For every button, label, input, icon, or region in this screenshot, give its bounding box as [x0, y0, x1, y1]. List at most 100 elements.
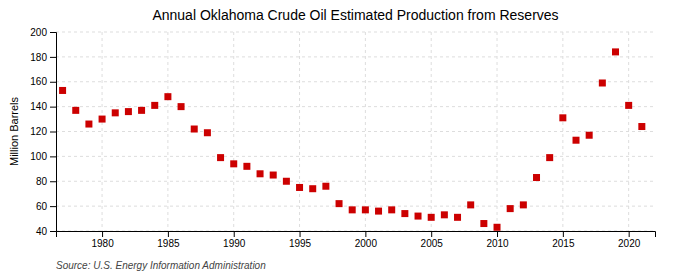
point — [72, 107, 79, 114]
point — [178, 103, 185, 110]
tick: 1990 — [223, 231, 246, 249]
point — [599, 79, 606, 86]
point — [638, 123, 645, 130]
grid-line — [233, 32, 234, 231]
tick-mark — [431, 231, 432, 237]
point — [415, 213, 422, 220]
grid-line — [56, 56, 655, 57]
grid-line — [56, 131, 655, 132]
tick: 200 — [30, 27, 56, 38]
grid-line — [431, 32, 432, 231]
grid-line — [56, 181, 655, 182]
point — [112, 109, 119, 116]
tick-label: 40 — [36, 226, 48, 237]
tick-label: 140 — [30, 101, 47, 112]
point — [322, 183, 329, 190]
tick-mark — [168, 231, 169, 237]
point — [125, 108, 132, 115]
tick: 140 — [30, 101, 56, 112]
point — [336, 200, 343, 207]
point — [164, 93, 171, 100]
tick-label: 2015 — [552, 238, 575, 249]
tick-label: 100 — [30, 151, 47, 162]
y-axis-title: Million Barrels — [8, 96, 20, 166]
chart: 1980198519901995200020052010201520204060… — [0, 0, 675, 275]
tick: 160 — [30, 76, 56, 87]
tick-label: 1980 — [91, 238, 114, 249]
tick-label: 60 — [36, 201, 48, 212]
tick-label: 2010 — [486, 238, 509, 249]
annotation: Source: U.S. Energy Information Administ… — [56, 260, 266, 271]
tick-mark — [365, 231, 366, 237]
title: Annual Oklahoma Crude Oil Estimated Prod… — [152, 7, 558, 23]
point — [217, 154, 224, 161]
point — [480, 220, 487, 227]
tick: 2010 — [486, 231, 509, 249]
tick-label: 200 — [30, 27, 47, 38]
tick: 2005 — [421, 231, 444, 249]
points — [59, 48, 645, 230]
grid-line — [628, 32, 629, 231]
point — [573, 137, 580, 144]
point — [204, 129, 211, 136]
tick: 120 — [30, 126, 56, 137]
tick-mark — [497, 231, 498, 237]
point — [283, 178, 290, 185]
point — [151, 102, 158, 109]
grid-line — [365, 32, 366, 231]
grid-line — [562, 32, 563, 231]
tick-label: 1985 — [157, 238, 180, 249]
point — [507, 205, 514, 212]
tick: 1980 — [91, 231, 114, 249]
point — [586, 132, 593, 139]
grid-line — [56, 106, 655, 107]
axis-line — [57, 232, 656, 238]
tick-mark — [50, 32, 56, 33]
grid-line — [56, 81, 655, 82]
plot: 1980198519901995200020052010201520204060… — [30, 27, 655, 249]
grid-line — [167, 32, 168, 231]
point — [546, 154, 553, 161]
tick-mark — [50, 181, 56, 182]
point — [309, 185, 316, 192]
tick-mark — [102, 231, 103, 237]
tick-mark — [50, 231, 56, 232]
point — [138, 107, 145, 114]
point — [520, 201, 527, 208]
tick-label: 2020 — [618, 238, 641, 249]
grid-line — [102, 32, 103, 231]
tick-label: 120 — [30, 126, 47, 137]
tick: 2020 — [618, 231, 641, 249]
tick-mark — [234, 231, 235, 237]
point — [388, 206, 395, 213]
tick: 180 — [30, 52, 56, 63]
point — [349, 206, 356, 213]
point — [467, 201, 474, 208]
point — [243, 163, 250, 170]
point — [625, 102, 632, 109]
point — [375, 208, 382, 215]
point — [257, 170, 264, 177]
tick-mark — [50, 132, 56, 133]
y-axis: 40 60 80 100 120 140 160 180 200 — [30, 27, 56, 237]
tick-mark — [50, 107, 56, 108]
tick-mark — [50, 57, 56, 58]
point — [533, 174, 540, 181]
tick: 60 — [36, 201, 56, 212]
point — [59, 87, 66, 94]
tick-label: 160 — [30, 76, 47, 87]
tick: 40 — [36, 226, 56, 237]
tick-label: 80 — [36, 176, 48, 187]
x-axis: 198019851990199520002005201020152020 — [57, 231, 656, 249]
point — [85, 121, 92, 128]
point — [441, 211, 448, 218]
tick-label: 1995 — [289, 238, 312, 249]
grid-line — [299, 32, 300, 231]
point — [401, 210, 408, 217]
point — [559, 114, 566, 121]
point — [99, 116, 106, 123]
tick: 2015 — [552, 231, 575, 249]
grid — [56, 32, 655, 231]
tick: 1995 — [289, 231, 312, 249]
tick-mark — [50, 206, 56, 207]
